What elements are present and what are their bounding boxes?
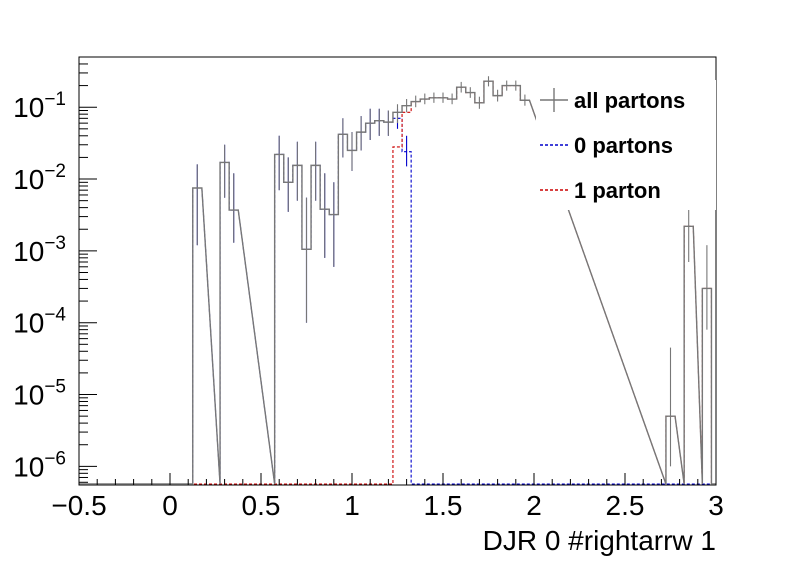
- x-axis-title: DJR 0 #rightarrw 1: [483, 525, 716, 556]
- x-tick-label: 2: [526, 490, 542, 521]
- x-tick-label: 3: [708, 490, 724, 521]
- x-tick-label: 1: [344, 490, 360, 521]
- y-axis: 10−6 10−5 10−4 10−3 10−2 10−1: [13, 56, 97, 483]
- x-tick-label: −0.5: [51, 490, 106, 521]
- y-tick-label: 10−2: [13, 161, 66, 195]
- series-line-all-partons: [79, 80, 716, 485]
- y-tick-label: 10−6: [13, 448, 66, 482]
- x-tick-label: 0: [162, 490, 178, 521]
- x-tick-label: 0.5: [242, 490, 281, 521]
- x-axis: −0.5 0 0.5 1 1.5 2 2.5 3: [51, 473, 724, 521]
- legend: all partons 0 partons 1 parton: [536, 80, 716, 210]
- y-tick-label: 10−3: [13, 233, 66, 267]
- legend-label: 1 parton: [574, 178, 661, 203]
- y-tick-label: 10−5: [13, 377, 66, 411]
- series-layer: [79, 76, 716, 485]
- plot-frame: [78, 56, 717, 486]
- y-tick-label: 10−4: [13, 305, 66, 339]
- x-tick-label: 2.5: [606, 490, 645, 521]
- x-tick-label: 1.5: [424, 490, 463, 521]
- legend-label: 0 partons: [574, 133, 673, 158]
- y-tick-label: 10−1: [13, 89, 66, 123]
- series-all-partons: [79, 76, 716, 485]
- legend-label: all partons: [574, 88, 685, 113]
